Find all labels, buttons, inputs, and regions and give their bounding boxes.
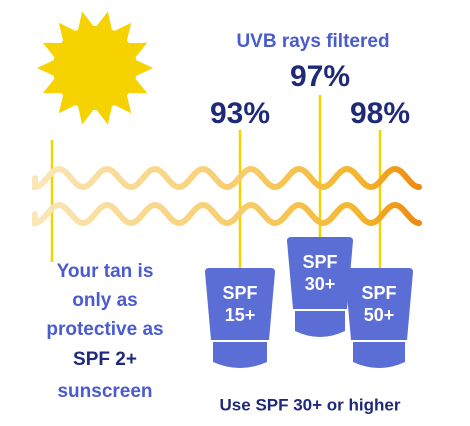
bottle-label: SPF — [222, 283, 257, 303]
sun-disc — [53, 26, 137, 110]
percent: 97% — [290, 60, 350, 93]
wave — [32, 201, 422, 227]
note-line: only as — [72, 290, 137, 311]
note-line: Your tan is — [57, 261, 154, 282]
bottle-body — [345, 268, 413, 340]
waves — [32, 165, 422, 227]
ray-lines — [50, 95, 382, 272]
title: UVB rays filtered — [236, 31, 389, 52]
note-line: sunscreen — [57, 381, 152, 402]
note-line: protective as — [46, 319, 163, 340]
bottle-label: 50+ — [364, 305, 395, 325]
bottle-cap — [295, 311, 345, 337]
bottle-body — [287, 237, 353, 309]
bottle-label: 15+ — [225, 305, 256, 325]
bottle-cap — [353, 342, 405, 368]
bottle-label: SPF — [302, 252, 337, 272]
percent: 93% — [210, 97, 270, 130]
bottle-label: SPF — [361, 283, 396, 303]
bottle-label: 30+ — [305, 274, 336, 294]
bottle-cap — [213, 342, 267, 368]
wave — [32, 165, 422, 191]
footer: Use SPF 30+ or higher — [220, 395, 401, 414]
tan-note: Your tan is only as protective as SPF 2+ sun… — [46, 261, 163, 402]
sun — [37, 11, 153, 125]
note-line: SPF 2+ — [73, 349, 137, 370]
bottle-body — [205, 268, 275, 340]
percent: 98% — [350, 97, 410, 130]
